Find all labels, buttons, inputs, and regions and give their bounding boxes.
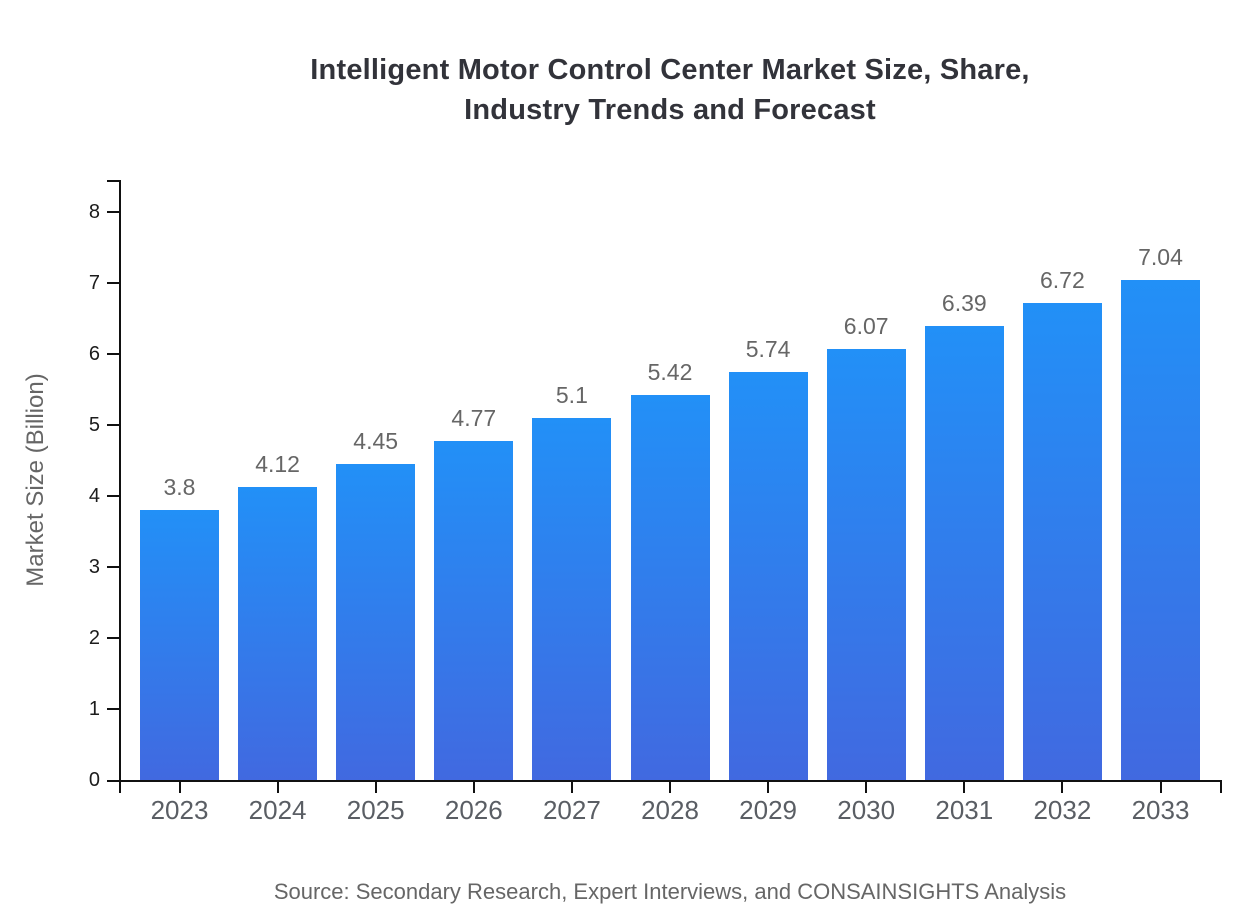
- x-tick: [178, 780, 181, 793]
- bar-value-label: 7.04: [1138, 244, 1183, 271]
- y-tick: [107, 353, 120, 355]
- y-tick: [107, 566, 120, 568]
- x-tick-label: 2033: [1131, 795, 1190, 825]
- y-tick: [107, 708, 120, 710]
- bar-value-label: 4.77: [451, 405, 497, 432]
- bar-value-label: 6.07: [843, 313, 889, 340]
- x-tick-label: 2030: [837, 795, 896, 825]
- y-tick-label: 2: [88, 627, 100, 649]
- bar: [630, 395, 710, 780]
- bar-value-label: 4.12: [255, 451, 300, 478]
- x-tick: [472, 780, 475, 793]
- x-tick: [570, 780, 573, 793]
- x-axis-end-tick: [1220, 780, 1222, 793]
- x-tick: [669, 780, 671, 793]
- y-tick-label: 1: [88, 698, 100, 720]
- bar: [336, 464, 416, 780]
- bar: [826, 349, 906, 780]
- x-axis-line: [107, 780, 1222, 782]
- y-tick-label: 5: [88, 414, 100, 436]
- y-axis-end-tick: [107, 180, 120, 182]
- source-note: Source: Secondary Research, Expert Inter…: [273, 879, 1067, 904]
- bar-value-label: 6.72: [1040, 266, 1085, 293]
- bar: [238, 487, 318, 780]
- y-tick: [107, 282, 120, 284]
- chart-title: Intelligent Motor Control Center Market …: [80, 50, 1260, 130]
- x-tick-label: 2026: [444, 795, 503, 825]
- bar-value-label: 3.8: [163, 474, 196, 501]
- bar-value-label: 6.39: [941, 290, 987, 317]
- y-tick: [107, 211, 120, 213]
- y-axis-line: [119, 180, 121, 793]
- y-tick-label: 6: [88, 343, 100, 365]
- bar: [924, 326, 1004, 780]
- x-tick: [1061, 780, 1064, 793]
- bar: [140, 510, 219, 780]
- y-tick-label: 4: [88, 485, 100, 507]
- y-tick-label: 3: [88, 556, 100, 578]
- x-tick-label: 2029: [739, 795, 798, 825]
- x-tick: [276, 780, 279, 793]
- bar-value-label: 4.45: [353, 428, 399, 455]
- bar-value-label: 5.74: [745, 336, 791, 363]
- chart-title-line-2: Industry Trends and Forecast: [464, 94, 876, 126]
- y-tick: [107, 424, 120, 426]
- x-tick-label: 2027: [542, 795, 601, 825]
- y-tick-label: 7: [88, 272, 100, 294]
- bar-value-label: 5.1: [555, 381, 588, 408]
- bar: [1022, 302, 1102, 780]
- x-tick: [963, 780, 966, 793]
- y-tick-label: 8: [88, 201, 100, 223]
- bar: [532, 417, 612, 780]
- x-tick-label: 2025: [346, 795, 405, 825]
- x-tick: [1159, 780, 1162, 793]
- x-tick: [865, 780, 868, 793]
- x-tick-label: 2028: [641, 795, 699, 825]
- y-tick-label: 0: [88, 769, 100, 791]
- x-tick: [374, 780, 377, 793]
- x-tick-label: 2032: [1033, 795, 1092, 825]
- bar-value-label: 5.42: [647, 359, 693, 386]
- y-tick: [107, 637, 120, 639]
- x-tick-label: 2031: [935, 795, 994, 825]
- bar: [728, 372, 808, 780]
- x-tick: [767, 780, 770, 793]
- chart-title-line-1: Intelligent Motor Control Center Market …: [310, 54, 1030, 86]
- x-tick-label: 2024: [248, 795, 307, 825]
- bar: [1121, 280, 1200, 780]
- y-tick: [107, 495, 120, 497]
- x-tick-label: 2023: [150, 795, 209, 825]
- bar: [434, 441, 514, 780]
